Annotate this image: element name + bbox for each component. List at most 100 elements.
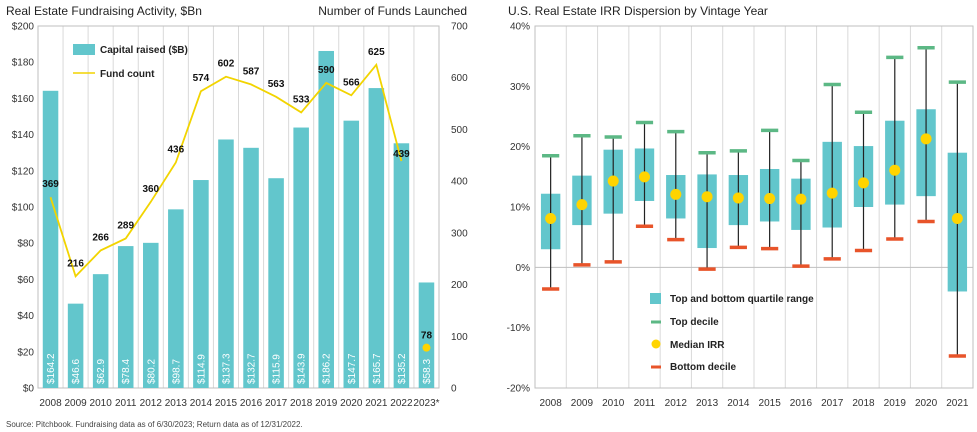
year-tick-label: 2021 — [365, 398, 388, 409]
fund-count-label: 563 — [268, 79, 285, 90]
fund-count-label: 436 — [168, 145, 185, 156]
year-tick-label: 2008 — [39, 398, 62, 409]
median-irr-point — [607, 175, 619, 187]
source-footnote: Source: Pitchbook. Fundraising data as o… — [6, 420, 303, 429]
fund-count-series-line — [49, 62, 403, 279]
year-tick-label: 2020 — [340, 398, 363, 409]
median-irr-point — [701, 191, 713, 203]
capital-bar — [218, 139, 234, 388]
legend-quartile-label: Top and bottom quartile range — [670, 294, 814, 305]
legend-quartile-swatch — [650, 293, 661, 304]
capital-bar-label: $132.7 — [247, 353, 258, 384]
capital-tick-label: $80 — [17, 239, 34, 250]
legend-capital-label: Capital raised ($B) — [100, 45, 188, 56]
capital-bar — [293, 127, 309, 388]
capital-bar — [117, 246, 134, 388]
year-tick-label: 2022 — [390, 398, 413, 409]
fund-count-axis-title: Number of Funds Launched — [318, 4, 467, 18]
median-irr-point — [795, 193, 807, 205]
fund-count-label: 566 — [343, 77, 360, 88]
vintage-year-tick-label: 2010 — [602, 398, 625, 409]
legend-capital-swatch — [73, 44, 95, 55]
irr-tick-label: -20% — [507, 384, 530, 395]
fund-count-label: 439 — [393, 149, 410, 160]
fund-count-tick-label: 300 — [451, 228, 468, 239]
vintage-year-tick-label: 2016 — [790, 398, 813, 409]
median-irr-point — [889, 164, 901, 176]
fund-count-label: 625 — [368, 47, 385, 58]
year-tick-label: 2017 — [265, 398, 288, 409]
capital-bar-label: $58.3 — [422, 359, 433, 384]
median-irr-point — [670, 188, 682, 200]
capital-tick-label: $0 — [23, 384, 35, 395]
year-tick-label: 2009 — [64, 398, 87, 409]
capital-bar-label: $165.7 — [372, 353, 383, 384]
capital-bar — [42, 90, 59, 388]
fund-count-label: 602 — [218, 59, 235, 70]
capital-bar-label: $98.7 — [171, 359, 182, 384]
fund-count-2023-point — [422, 343, 431, 352]
capital-bar-label: $186.2 — [322, 353, 333, 384]
median-irr-point — [576, 199, 588, 211]
fund-count-tick-label: 0 — [451, 384, 457, 395]
fund-count-label: 216 — [67, 258, 84, 269]
median-irr-point — [920, 133, 932, 145]
fund-count-label: 360 — [142, 184, 159, 195]
capital-bar — [393, 143, 410, 388]
vintage-year-tick-label: 2015 — [759, 398, 782, 409]
capital-tick-label: $40 — [17, 311, 34, 322]
year-tick-label: 2012 — [140, 398, 163, 409]
fundraising-grid — [62, 26, 415, 388]
capital-bar — [343, 120, 360, 389]
fundraising-chart-title: Real Estate Fundraising Activity, $Bn — [6, 4, 202, 18]
capital-tick-label: $20 — [17, 347, 34, 358]
fund-count-label: 533 — [293, 94, 310, 105]
capital-bar-label: $46.6 — [71, 359, 82, 384]
irr-boxes — [540, 45, 968, 358]
capital-bar-label: $78.4 — [121, 359, 132, 384]
year-tick-label: 2016 — [240, 398, 263, 409]
fund-count-label: 266 — [92, 232, 109, 243]
irr-tick-label: 20% — [510, 142, 530, 153]
vintage-year-tick-label: 2012 — [665, 398, 688, 409]
capital-tick-label: $120 — [12, 166, 35, 177]
vintage-year-tick-label: 2013 — [696, 398, 719, 409]
vintage-year-tick-label: 2021 — [946, 398, 969, 409]
capital-bar-label: $115.9 — [272, 354, 283, 384]
fund-count-label: 587 — [243, 66, 260, 77]
capital-tick-label: $160 — [12, 94, 35, 105]
irr-dispersion-chart: U.S. Real Estate IRR Dispersion by Vinta… — [507, 4, 974, 409]
legend-median-label: Median IRR — [670, 340, 725, 351]
vintage-year-axis: 2008 2009 2010 2011 2012 2013 2014 2015 2016 2017… — [540, 398, 969, 409]
capital-bar-label: $114.9 — [196, 354, 207, 384]
irr-plot-frame — [534, 25, 974, 389]
fundraising-plot-frame — [37, 25, 440, 389]
vintage-year-tick-label: 2019 — [884, 398, 907, 409]
capital-bar — [318, 50, 334, 389]
year-tick-label: 2019 — [315, 398, 338, 409]
fund-count-tick-label: 500 — [451, 125, 468, 136]
year-tick-label: 2018 — [290, 398, 313, 409]
fund-count-axis: 0 100 200 300 400 500 600 700 — [451, 22, 468, 395]
capital-tick-label: $200 — [12, 22, 35, 33]
year-tick-label: 2010 — [90, 398, 113, 409]
median-irr-point — [951, 212, 963, 224]
year-tick-label: 2013 — [165, 398, 188, 409]
median-irr-point — [858, 177, 869, 189]
legend-median-swatch — [651, 339, 661, 349]
median-irr-point — [732, 192, 744, 204]
capital-bar-label: $135.2 — [397, 353, 408, 384]
irr-tick-label: 30% — [510, 82, 530, 93]
year-tick-label: 2011 — [115, 398, 137, 409]
fund-count-tick-label: 200 — [451, 280, 468, 291]
irr-tick-label: 0% — [516, 263, 531, 274]
capital-bar — [92, 274, 109, 388]
irr-legend: Top and bottom quartile range Top decile… — [650, 293, 814, 373]
fund-count-label: 590 — [318, 65, 335, 76]
irr-tick-label: 10% — [510, 203, 530, 214]
fund-count-label: 289 — [117, 221, 134, 232]
capital-bar — [268, 178, 284, 388]
capital-bar-label: $137.3 — [221, 353, 232, 384]
fund-count-tick-label: 600 — [451, 73, 468, 84]
